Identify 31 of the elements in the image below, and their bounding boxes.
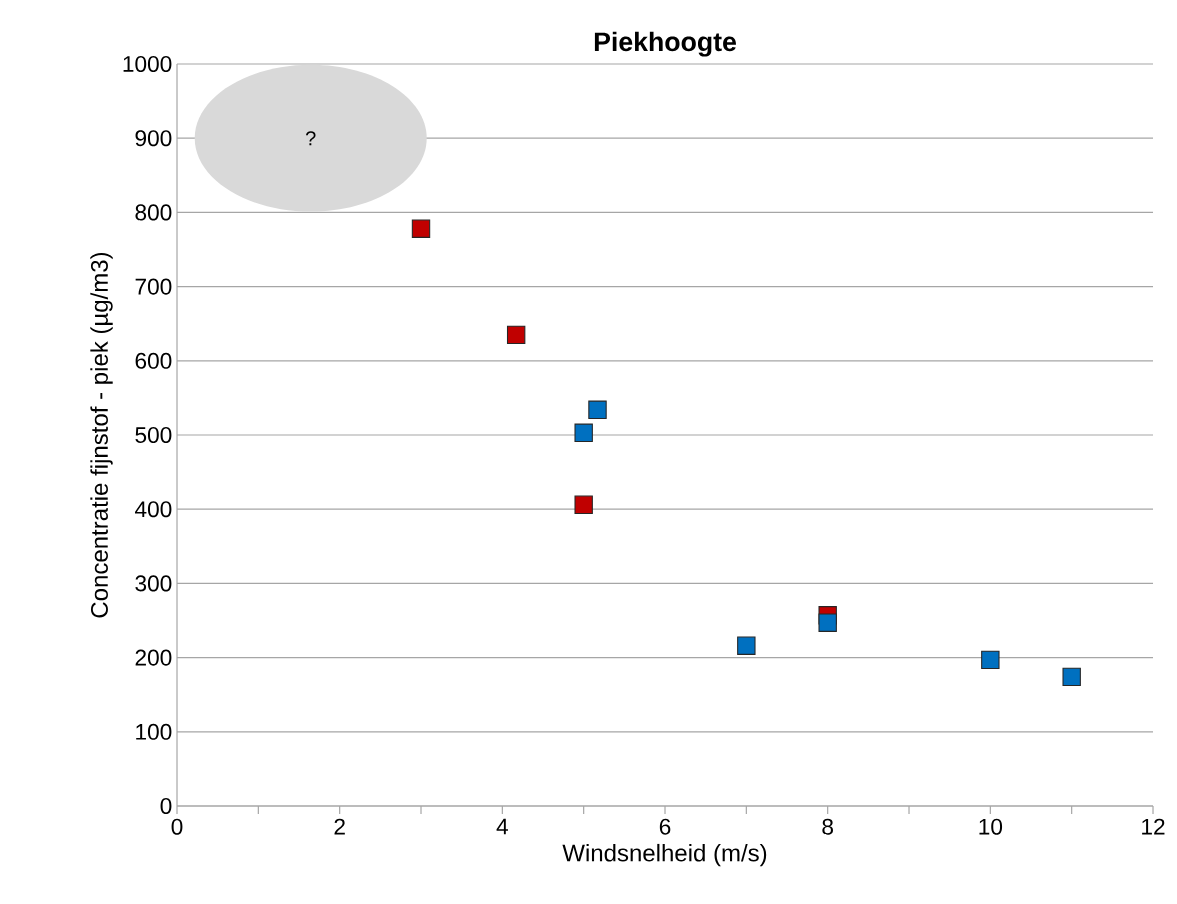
y-tick-label: 0 xyxy=(160,797,172,815)
y-tick-label: 700 xyxy=(135,278,172,295)
x-tick-label: 10 xyxy=(979,818,1003,835)
y-tick-label: 400 xyxy=(135,501,172,518)
y-tick-label: 600 xyxy=(135,352,172,369)
point xyxy=(574,423,593,442)
point xyxy=(981,650,1000,670)
point xyxy=(411,219,431,238)
y-tick-label: 800 xyxy=(135,204,172,221)
point xyxy=(1062,667,1081,687)
x-tick-label: 0 xyxy=(171,818,183,835)
y-tick-label: 1000 xyxy=(123,55,172,73)
x-tick-label: 2 xyxy=(334,818,345,835)
y-tick-label: 100 xyxy=(136,723,172,740)
x-tick-label: 4 xyxy=(496,818,508,835)
point xyxy=(506,325,526,345)
point xyxy=(588,400,607,419)
x-axis-title: Windsnelheid (m/s) xyxy=(562,843,767,867)
point xyxy=(737,636,756,655)
y-tick-label: 300 xyxy=(135,575,172,592)
chart-title: Piekhoogte xyxy=(594,31,736,57)
x-tick-label: 12 xyxy=(1142,818,1165,835)
y-tick-label: 500 xyxy=(135,426,172,444)
x-tick-label: 8 xyxy=(822,818,833,835)
y-axis-title: Concentratie fijnstof - piek (µg/m3) xyxy=(90,252,113,618)
y-tick-label: 200 xyxy=(135,649,172,666)
annotation: ? xyxy=(305,131,316,146)
y-tick-label: 900 xyxy=(135,130,172,147)
point xyxy=(574,495,593,514)
point xyxy=(818,613,837,632)
x-tick-label: 6 xyxy=(659,818,671,835)
